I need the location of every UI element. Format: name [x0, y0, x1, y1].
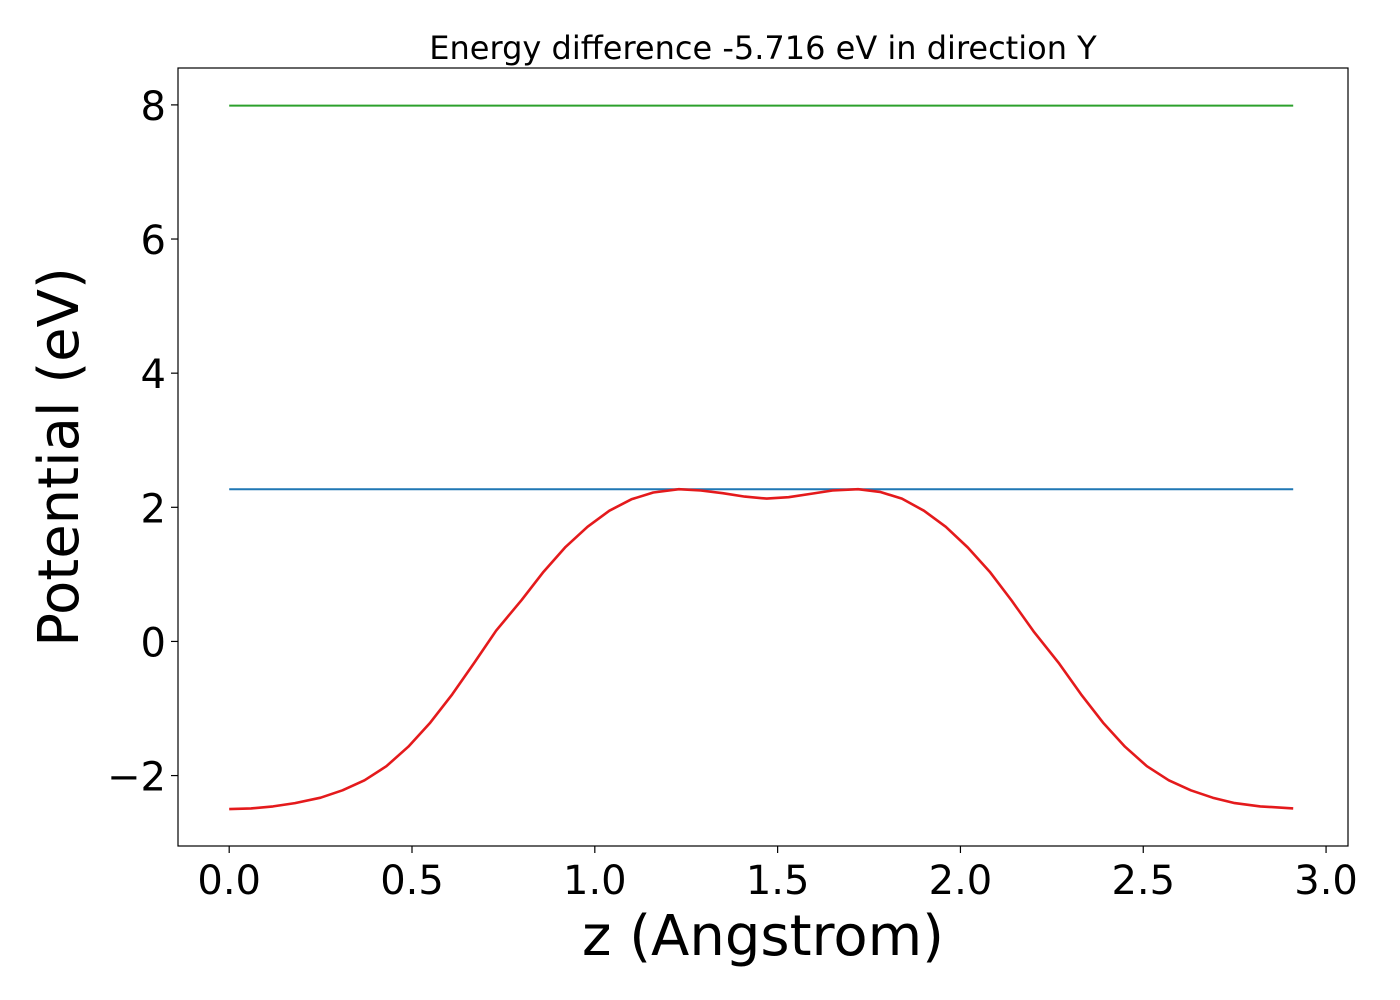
y-tick-label: 6 [141, 218, 166, 264]
plot-area [229, 104, 1294, 811]
x-tick-label: 0.5 [380, 858, 444, 904]
y-tick-label: 0 [141, 620, 166, 666]
axes-frame [177, 67, 1349, 847]
series-line-potential [229, 487, 1294, 811]
y-axis-ticks: −2 0 2 4 6 8 [107, 84, 178, 801]
x-tick-label: 3.0 [1294, 858, 1358, 904]
x-axis-label: z (Angstrom) [582, 904, 944, 969]
y-tick-label: −2 [107, 755, 166, 801]
x-tick-label: 1.5 [746, 858, 810, 904]
x-tick-label: 1.0 [563, 858, 627, 904]
y-tick-label: 8 [141, 84, 166, 130]
chart-title: Energy difference -5.716 eV in direction… [429, 29, 1097, 67]
y-tick-label: 4 [141, 352, 166, 398]
x-tick-label: 0.0 [197, 858, 261, 904]
x-tick-label: 2.5 [1111, 858, 1175, 904]
x-axis-ticks: 0.0 0.5 1.0 1.5 2.0 2.5 3.0 [197, 846, 1358, 904]
y-tick-label: 2 [141, 486, 166, 532]
y-axis-label: Potential (eV) [27, 267, 92, 647]
x-tick-label: 2.0 [929, 858, 993, 904]
